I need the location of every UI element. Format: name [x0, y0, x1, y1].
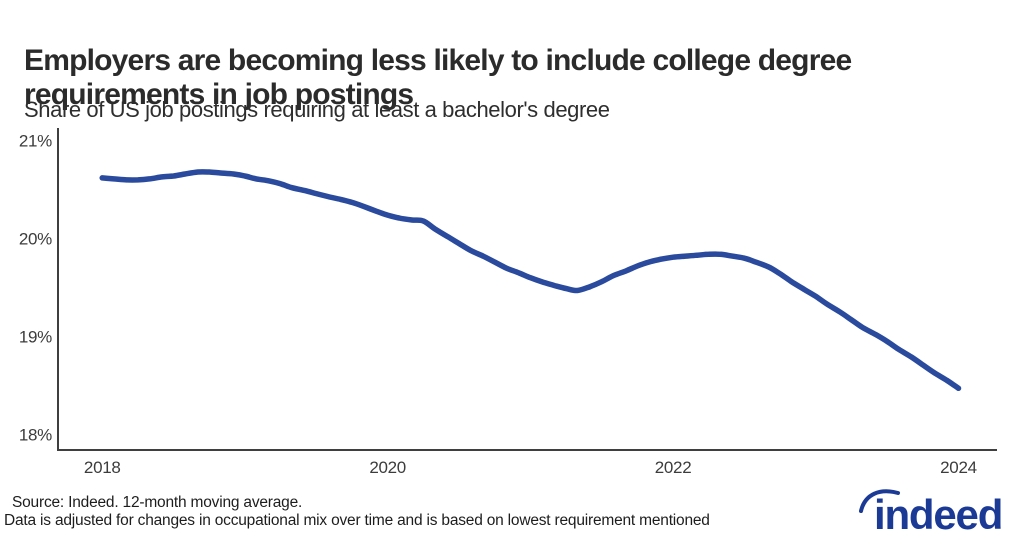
trend-line — [99, 169, 962, 392]
indeed-logo-arc-icon — [859, 489, 900, 513]
chart-title-line1: Employers are becoming less likely to in… — [24, 44, 852, 78]
source-line-1: Source: Indeed. 12-month moving average. — [12, 494, 303, 511]
x-tick-label: 2024 — [940, 458, 977, 477]
y-tick-label: 18% — [19, 425, 52, 444]
indeed-logo-text: indeed — [874, 491, 1003, 538]
y-tick-label: 21% — [19, 132, 52, 151]
x-tick-label: 2022 — [655, 458, 692, 477]
x-tick-label: 2018 — [84, 458, 121, 477]
chart-subtitle: Share of US job postings requiring at le… — [24, 97, 610, 122]
indeed-logo: indeed — [859, 486, 1012, 550]
chart-title: Employers are becoming less likely to in… — [24, 44, 964, 112]
x-tick-label: 2020 — [369, 458, 406, 477]
y-tick-label: 20% — [19, 230, 52, 249]
source-line-2: Data is adjusted for changes in occupati… — [4, 512, 710, 529]
chart-title-line2: requirements in job postings — [24, 78, 414, 112]
source-note: Source: Indeed. 12-month moving average.… — [0, 494, 860, 530]
y-tick-label: 19% — [19, 327, 52, 346]
